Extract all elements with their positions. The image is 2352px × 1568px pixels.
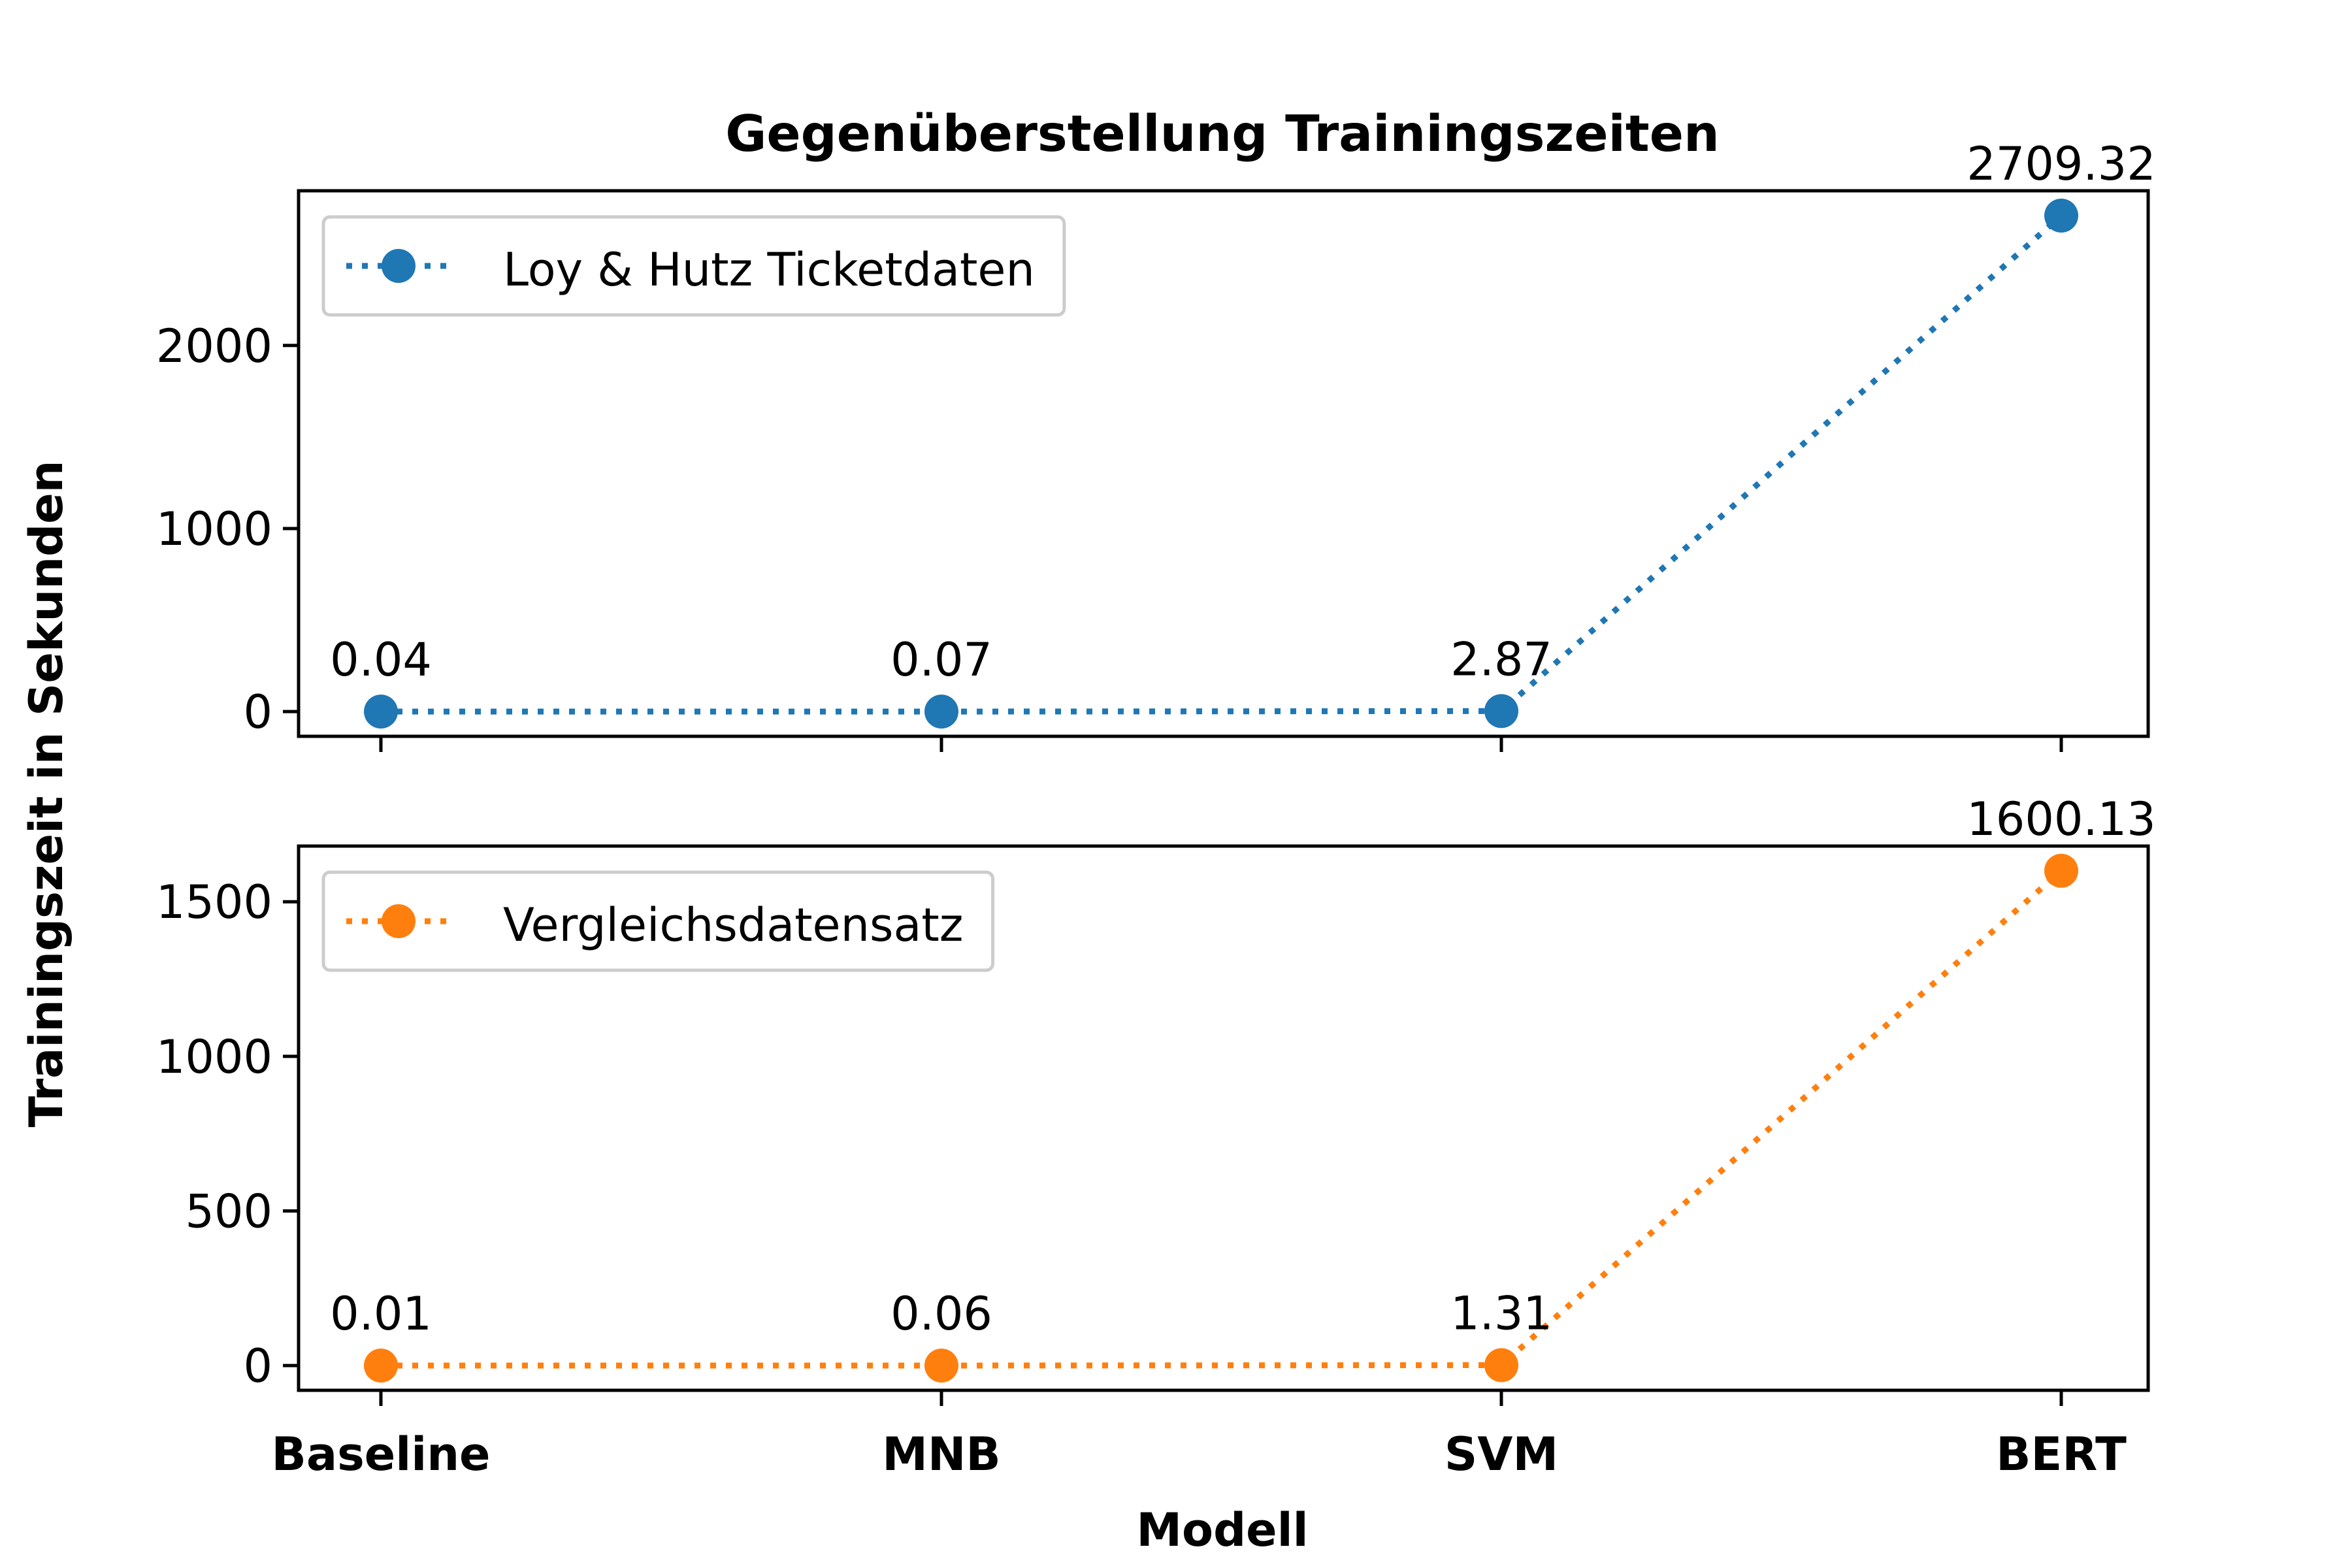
x-category-label: MNB: [882, 1428, 1001, 1481]
data-label: 0.01: [330, 1287, 432, 1341]
y-tick-label: 2000: [156, 319, 272, 373]
y-tick-label: 1000: [156, 502, 272, 556]
x-axis-label: Modell: [1136, 1503, 1308, 1557]
y-tick-label: 0: [243, 685, 272, 739]
data-point: [364, 1348, 398, 1383]
data-point: [2044, 199, 2078, 233]
plot-frame: [297, 844, 2150, 1392]
chart-panels: 0 1000 2000 0.04 0.07 2.87 2709.32 Loy & Hutz T…: [156, 137, 2156, 1406]
legend-box: [321, 870, 995, 972]
data-point: [1484, 1348, 1518, 1382]
data-label: 1600.13: [1967, 792, 2155, 846]
chart-title: Gegenüberstellung Trainingszeiten: [725, 105, 1720, 163]
x-category-label: SVM: [1445, 1428, 1558, 1481]
legend-label: Loy & Hutz Ticketdaten: [503, 243, 1035, 297]
y-tick-label: 500: [185, 1184, 272, 1238]
legend: Loy & Hutz Ticketdaten: [321, 215, 1066, 317]
x-category-label: BERT: [1996, 1428, 2127, 1481]
legend-marker: [382, 249, 416, 283]
panel-1: 0 1000 2000 0.04 0.07 2.87 2709.32 Loy & Hutz T…: [156, 137, 2156, 752]
y-tick-label: 1500: [156, 875, 272, 929]
legend-marker: [382, 904, 416, 938]
data-point: [924, 694, 958, 729]
y-axis-label: Trainingszeit in Sekunden: [20, 460, 73, 1127]
y-tick-label: 0: [243, 1339, 272, 1393]
series-line: [380, 868, 2063, 1369]
data-label: 2709.32: [1967, 137, 2155, 191]
panel-2: 0 500 1000 1500 0.01 0.06 1.31 1600.13 Vergleich…: [156, 792, 2156, 1406]
data-label: 0.07: [890, 633, 992, 687]
plot-frame: [297, 189, 2150, 738]
data-label: 2.87: [1450, 632, 1552, 686]
x-category-labels: Baseline MNB SVM BERT: [271, 1428, 2127, 1481]
data-point: [1484, 694, 1518, 728]
data-label: 0.04: [330, 633, 432, 687]
data-label: 0.06: [890, 1287, 992, 1341]
y-tick-label: 1000: [156, 1030, 272, 1084]
data-point: [924, 1348, 958, 1383]
series-line: [380, 213, 2063, 715]
legend: Vergleichsdatensatz: [321, 870, 995, 972]
data-label: 1.31: [1450, 1287, 1552, 1341]
data-point: [364, 694, 398, 729]
x-category-label: Baseline: [271, 1428, 490, 1481]
data-point: [2044, 853, 2078, 888]
legend-box: [321, 215, 1066, 317]
legend-label: Vergleichsdatensatz: [503, 898, 964, 952]
